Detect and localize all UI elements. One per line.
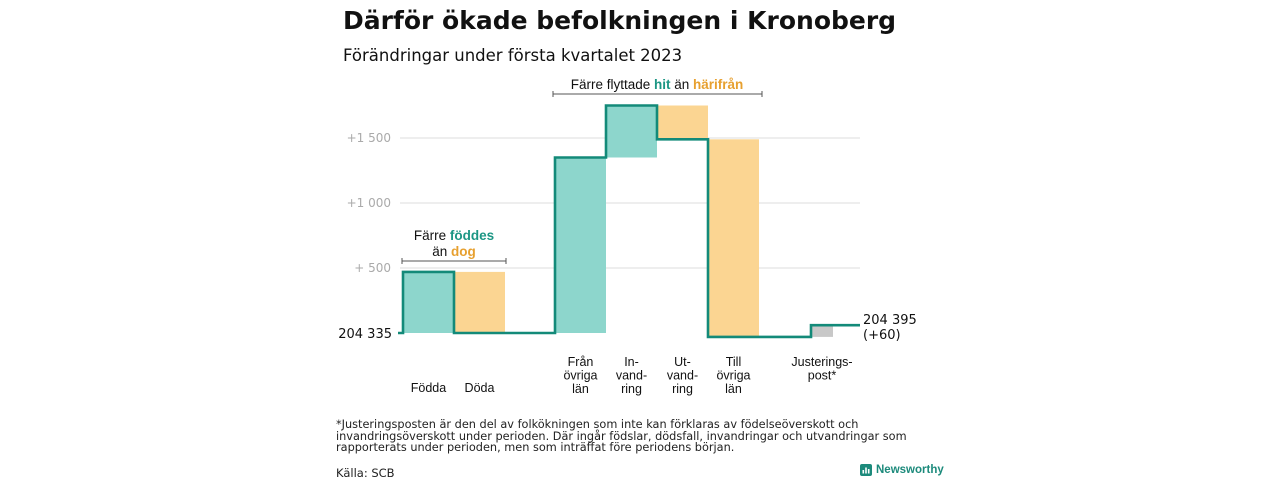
footnote: *Justeringsposten är den del av folkökni… xyxy=(336,418,907,454)
y-tick-label-1: +1 000 xyxy=(347,196,391,210)
category-label-till-ovriga-lan-1: övriga xyxy=(716,369,750,383)
annotation-migration-line1: Färre flyttade hit än härifrån xyxy=(571,77,744,92)
annotation-births-line1-part-0: Färre xyxy=(414,228,450,243)
category-label-utvandring-2: ring xyxy=(672,382,693,396)
bar-utvandring xyxy=(657,105,708,140)
end-value-label: 204 395 xyxy=(863,313,917,328)
annotation-births-line2-part-0: än xyxy=(432,244,451,259)
end-change-label: (+60) xyxy=(863,328,901,343)
waterfall-step-line xyxy=(398,104,860,339)
newsworthy-logo-icon xyxy=(860,464,872,476)
y-tick-label-0: + 500 xyxy=(354,261,391,275)
annotation-births-line1: Färre föddes xyxy=(414,228,494,243)
category-label-utvandring-0: Ut- xyxy=(674,355,691,369)
category-label-invandring-0: In- xyxy=(624,355,639,369)
category-label-justeringspost-1: post* xyxy=(808,369,837,383)
bar-fodda xyxy=(403,271,454,333)
category-label-fodda-0: Födda xyxy=(411,381,446,395)
annotation-births-line1-part-1: föddes xyxy=(450,228,494,243)
source-note: Källa: SCB xyxy=(336,466,395,480)
category-label-fran-ovriga-lan-1: övriga xyxy=(563,369,597,383)
category-label-till-ovriga-lan-2: län xyxy=(725,382,742,396)
annotation-births-bracket xyxy=(401,258,507,264)
annotation-births-line2: än dog xyxy=(432,244,476,259)
bar-justeringspost xyxy=(811,325,833,337)
category-label-invandring-2: ring xyxy=(621,382,642,396)
baseline-value-label: 204 335 xyxy=(338,327,392,342)
bar-invandring xyxy=(606,105,657,158)
bar-doda xyxy=(454,271,505,333)
annotation-migration-line1-part-3: härifrån xyxy=(693,77,743,92)
waterfall-chart: + 500 +1 000 +1 500 204 335 204 395(+60) Född… xyxy=(338,77,917,396)
bar-fran-ovriga-lan xyxy=(555,157,606,333)
chart-subtitle: Förändringar under första kvartalet 2023 xyxy=(343,46,683,65)
category-label-fran-ovriga-lan-0: Från xyxy=(568,355,594,369)
chart-title: Därför ökade befolkningen i Kronoberg xyxy=(343,6,897,35)
brand-name: Newsworthy xyxy=(876,464,944,476)
category-label-till-ovriga-lan-0: Till xyxy=(726,355,742,369)
annotation-migration-bracket xyxy=(552,91,763,97)
annotation-migration-line1-part-1: hit xyxy=(654,77,671,92)
category-label-fran-ovriga-lan-2: län xyxy=(572,382,589,396)
y-tick-label-2: +1 500 xyxy=(347,131,391,145)
category-label-justeringspost-0: Justerings- xyxy=(791,355,852,369)
annotation-births-line2-part-1: dog xyxy=(451,244,476,259)
category-label-doda-0: Döda xyxy=(465,381,495,395)
annotation-migration-line1-part-2: än xyxy=(670,77,693,92)
category-label-invandring-1: vand- xyxy=(616,369,647,383)
brand: Newsworthy xyxy=(860,464,944,476)
bar-till-ovriga-lan xyxy=(708,139,759,337)
category-label-utvandring-1: vand- xyxy=(667,369,698,383)
annotation-migration-line1-part-0: Färre flyttade xyxy=(571,77,654,92)
